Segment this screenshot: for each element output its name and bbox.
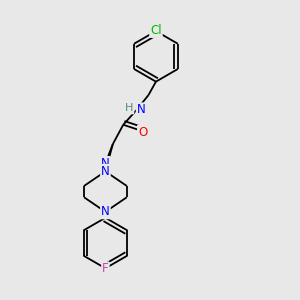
Text: N: N bbox=[101, 205, 110, 218]
Text: Cl: Cl bbox=[150, 24, 162, 37]
Text: O: O bbox=[138, 126, 147, 139]
Text: N: N bbox=[101, 165, 110, 178]
Text: N: N bbox=[137, 103, 146, 116]
Text: H: H bbox=[125, 103, 134, 113]
Text: F: F bbox=[102, 262, 109, 275]
Text: N: N bbox=[101, 157, 110, 170]
